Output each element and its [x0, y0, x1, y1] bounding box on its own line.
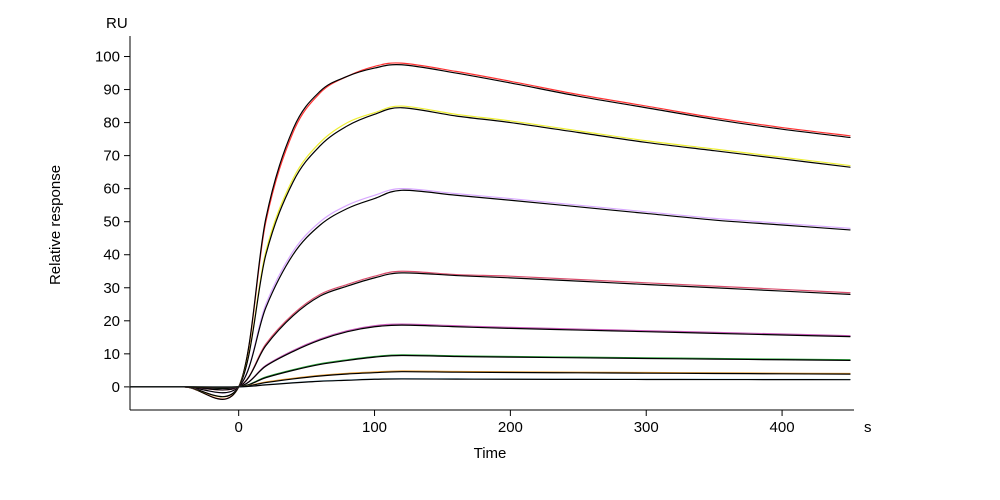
y-tick-label: 60: [103, 181, 120, 198]
y-unit-label: RU: [106, 15, 128, 32]
y-tick-label: 20: [103, 313, 120, 330]
x-tick-label: 300: [634, 419, 659, 436]
x-tick-label: 200: [498, 419, 523, 436]
x-unit-label: s: [864, 419, 872, 436]
x-tick-label: 0: [235, 419, 243, 436]
y-tick-label: 70: [103, 148, 120, 165]
axes: 0 10 20 30 40 50 60 70 80 90 100 0 100 200 300 400: [95, 36, 854, 436]
y-tick-label: 100: [95, 49, 120, 66]
y-tick-label: 90: [103, 82, 120, 99]
y-tick-label: 50: [103, 214, 120, 231]
series-group: [130, 63, 850, 399]
y-tick-label: 30: [103, 280, 120, 297]
chart-container: 0 10 20 30 40 50 60 70 80 90 100 0 100 200 300 400 RU s…: [0, 0, 1000, 500]
series-line: [130, 106, 850, 397]
series-line: [130, 65, 850, 400]
x-axis-title: Time: [474, 445, 507, 462]
series-line: [130, 379, 850, 387]
y-tick-label: 40: [103, 247, 120, 264]
series-line: [130, 63, 850, 399]
x-tick-label: 100: [362, 419, 387, 436]
x-tick-label: 400: [770, 419, 795, 436]
y-axis-title: Relative response: [47, 165, 64, 285]
y-tick-label: 0: [112, 379, 120, 396]
y-tick-label: 10: [103, 346, 120, 363]
series-line: [130, 108, 850, 397]
line-chart-svg: 0 10 20 30 40 50 60 70 80 90 100 0 100 200 300 400 RU s…: [0, 0, 1000, 500]
y-tick-label: 80: [103, 115, 120, 132]
series-line: [130, 189, 850, 393]
